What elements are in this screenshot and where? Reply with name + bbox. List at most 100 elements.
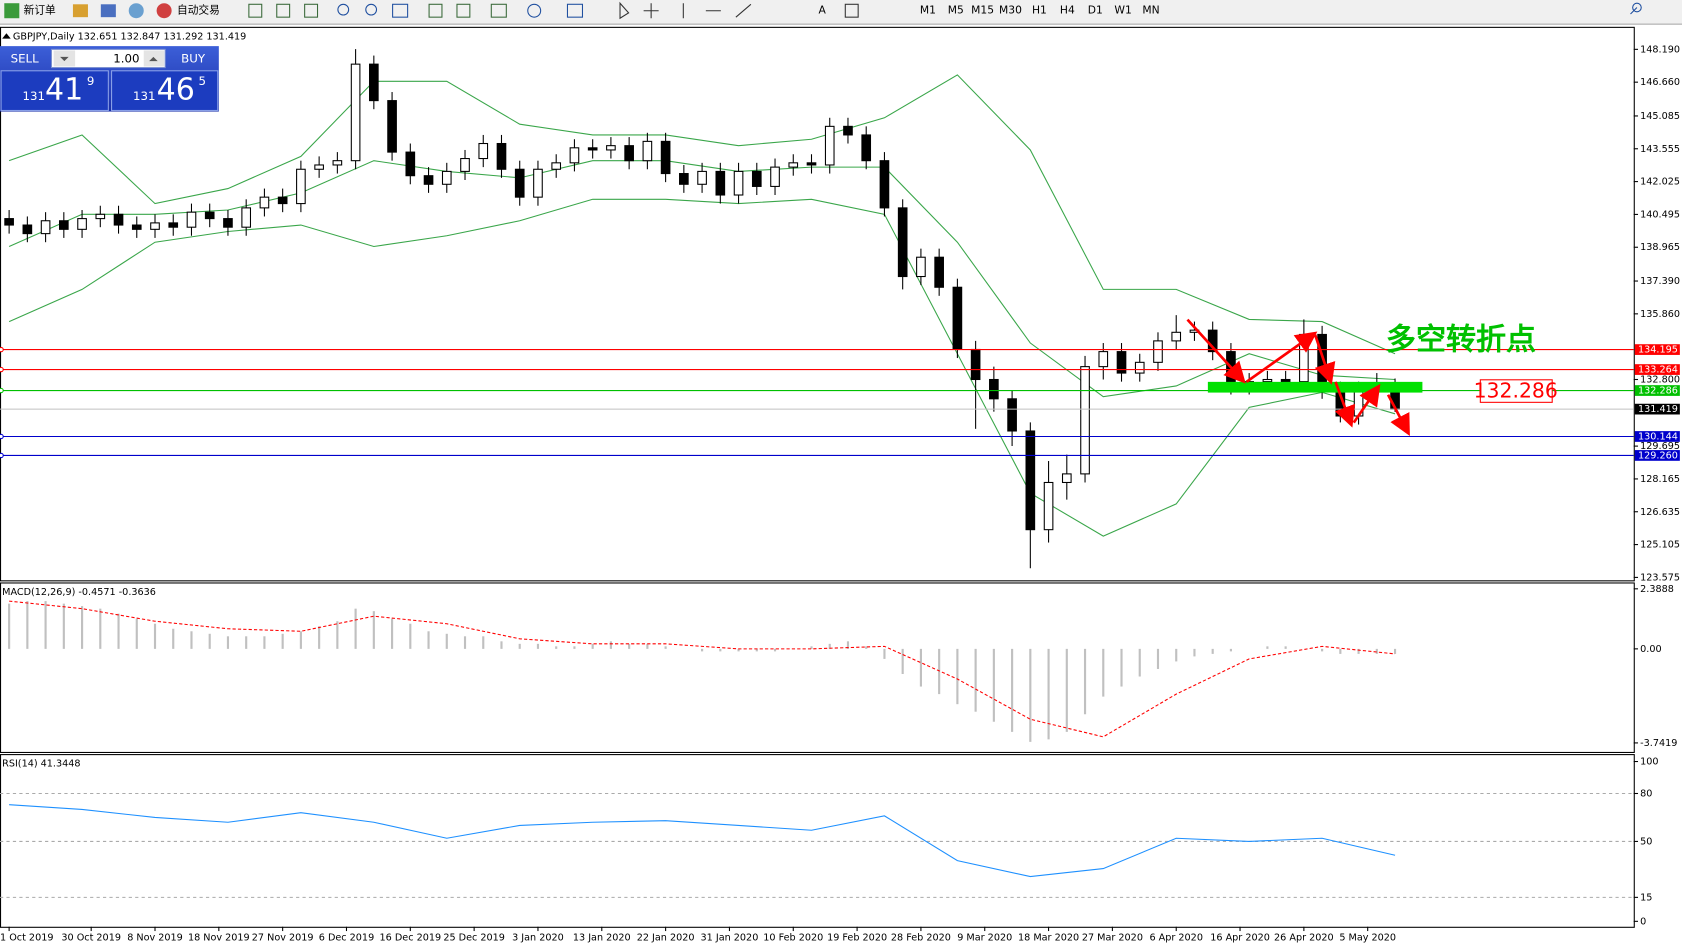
candle-body (1025, 430, 1036, 531)
candle-body (897, 207, 908, 278)
lot-value[interactable]: 1.00 (113, 51, 139, 65)
x-tick-label: 9 Mar 2020 (957, 932, 1012, 943)
x-tick-label: 18 Nov 2019 (188, 932, 250, 943)
candle-body (679, 173, 689, 185)
timeframe-button[interactable]: D1 (1088, 4, 1103, 17)
candle-body (1007, 398, 1017, 432)
timeframe-button[interactable]: MN (1142, 4, 1159, 17)
candle-body (496, 142, 507, 170)
candle-body (970, 348, 981, 381)
price-level-handle (0, 346, 4, 353)
price-level-label: 130.144 (1638, 431, 1678, 442)
candle-body (514, 168, 525, 198)
y-tick-label: 2.3888 (1640, 584, 1674, 595)
timeframe-button[interactable]: M1 (920, 4, 936, 17)
bollinger-upper (8, 74, 1396, 355)
candle-body (332, 160, 343, 166)
y-tick-label: 142.025 (1640, 177, 1680, 188)
timeframe-button[interactable]: M5 (948, 4, 964, 17)
pane-title: GBPJPY,Daily 132.651 132.847 131.292 131… (13, 31, 246, 42)
x-tick-label: 30 Oct 2019 (61, 932, 121, 943)
price-level-handle (0, 433, 4, 440)
candle-body (387, 100, 397, 153)
y-tick-label: 138.965 (1640, 242, 1680, 253)
candle-body (843, 125, 853, 136)
auto-trading-icon[interactable] (156, 3, 172, 19)
y-tick-label: 0.00 (1640, 644, 1661, 655)
price-level-label: 129.260 (1638, 450, 1678, 461)
lot-input[interactable] (50, 48, 166, 69)
sell-button[interactable]: SELL (11, 51, 39, 65)
x-tick-label: 25 Dec 2019 (443, 932, 505, 943)
candle-body (824, 125, 835, 166)
pane-title: MACD(12,26,9) -0.4571 -0.3636 (2, 587, 156, 598)
y-tick-label: 148.190 (1640, 44, 1680, 55)
sell-price-box[interactable] (0, 70, 109, 112)
toolbar-tools[interactable] (248, 1, 1642, 20)
candle-body (606, 145, 616, 151)
y-tick-label: 146.660 (1640, 77, 1680, 88)
panes (0, 26, 1635, 928)
candle-body (22, 224, 33, 235)
sell-pips: 41 (45, 73, 83, 108)
rsi-line (9, 804, 1396, 878)
buy-button[interactable]: BUY (181, 51, 206, 65)
macd-pane (0, 582, 1635, 753)
x-tick-label: 28 Feb 2020 (891, 932, 951, 943)
buy-price-box[interactable] (111, 70, 219, 112)
buy-point: 5 (198, 74, 206, 88)
price-level-handle (0, 452, 4, 459)
candle-body (879, 160, 890, 209)
y-tick-label: 126.635 (1640, 507, 1680, 518)
y-tick-label: 50 (1640, 836, 1652, 847)
timeframe-button[interactable]: M30 (999, 4, 1022, 17)
x-tick-label: 31 Jan 2020 (701, 932, 759, 943)
price-level-handle (0, 387, 4, 394)
candle-body (150, 222, 160, 230)
buy-pips: 46 (157, 73, 195, 108)
candle-body (277, 196, 288, 205)
candle-body (697, 170, 707, 185)
bollinger-lower (8, 198, 1396, 537)
price-level-tag (1634, 385, 1680, 396)
timeframe-button[interactable]: H4 (1060, 4, 1075, 17)
timeframe-button[interactable]: H1 (1032, 4, 1047, 17)
candle-body (788, 162, 799, 168)
candle-body (186, 211, 197, 228)
price-level-label: 134.195 (1638, 345, 1678, 356)
toolbar-icon[interactable] (128, 3, 144, 19)
candle-body (569, 147, 580, 164)
sell-point: 9 (87, 74, 95, 88)
candle-body (715, 170, 726, 196)
new-order-icon[interactable] (4, 3, 20, 19)
candle-body (1043, 481, 1054, 531)
x-tick-label: 26 Apr 2020 (1274, 932, 1334, 943)
x-tick-label: 19 Feb 2020 (827, 932, 887, 943)
candle-body (1116, 351, 1127, 374)
candle-body (168, 222, 179, 228)
annotation: 多空转折点 (1386, 323, 1536, 358)
y-tick-label: 143.555 (1640, 144, 1680, 155)
pane-title: RSI(14) 41.3448 (2, 759, 80, 770)
candle-body (241, 207, 252, 228)
candle-body (934, 256, 944, 288)
candle-body (751, 170, 762, 187)
toolbar-icon[interactable] (72, 4, 88, 18)
timeframe-button[interactable]: W1 (1114, 4, 1131, 17)
timeframe-button[interactable]: M15 (971, 4, 994, 17)
y-tick-label: 100 (1640, 757, 1658, 768)
price-level-label: 133.264 (1638, 365, 1678, 376)
candle-body (369, 63, 379, 102)
new-order-button[interactable]: 新订单 (24, 4, 56, 17)
y-tick-label: 129.695 (1640, 441, 1680, 452)
price-level-tag (1634, 364, 1680, 375)
toolbar-icon[interactable] (100, 4, 116, 18)
auto-trading-button[interactable]: 自动交易 (177, 4, 220, 17)
text-tool[interactable]: A (818, 4, 826, 17)
sell-big-figure: 131 (23, 89, 46, 103)
candle-body (423, 175, 434, 185)
main-pane (0, 26, 1635, 582)
candle-body (204, 211, 215, 220)
candle-body (624, 145, 634, 162)
